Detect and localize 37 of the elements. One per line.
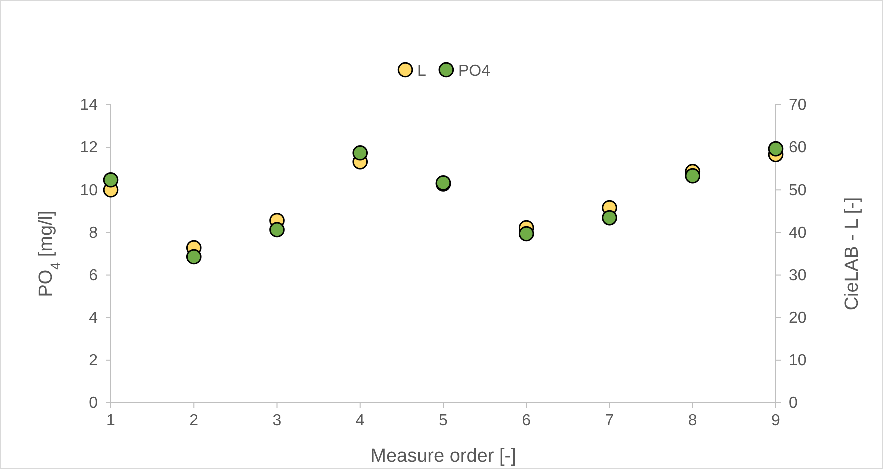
point xyxy=(270,222,285,238)
y2-tick-label: 70 xyxy=(789,97,807,114)
x-tick-label: 1 xyxy=(106,412,116,430)
x-tick-label: 2 xyxy=(190,412,199,430)
x-tick-label: 8 xyxy=(688,412,698,430)
x-tick-label: 5 xyxy=(439,412,448,430)
y-tick-label: 12 xyxy=(80,140,98,157)
y2-tick-label: 50 xyxy=(789,182,807,200)
y2-tick-label: 20 xyxy=(789,310,807,327)
y-tick-label: 10 xyxy=(80,182,98,200)
point xyxy=(685,168,701,184)
y2-tick-label: 10 xyxy=(789,352,807,370)
point xyxy=(352,145,368,161)
y-tick-label: 6 xyxy=(89,267,98,284)
legend-label: L xyxy=(418,63,427,80)
x-tick-label: 9 xyxy=(772,412,781,430)
legend-label: PO4 xyxy=(458,63,491,80)
y2-axis-title: CieLAB - L [-] xyxy=(842,197,863,311)
y-tick-label: 14 xyxy=(80,97,98,114)
x-axis-title: Measure order [-] xyxy=(370,446,516,467)
x-tick-label: 3 xyxy=(272,412,282,430)
y-tick-label: 2 xyxy=(89,352,98,370)
y-tick-label: 0 xyxy=(89,395,98,412)
x-tick-label: 6 xyxy=(522,412,532,430)
y-tick-label: 4 xyxy=(89,310,98,327)
point xyxy=(518,226,534,242)
y2-tick-label: 0 xyxy=(789,395,798,412)
point xyxy=(602,210,618,226)
y2-tick-label: 40 xyxy=(789,224,807,242)
y-tick-label: 8 xyxy=(89,224,98,242)
x-tick-label: 7 xyxy=(605,412,614,430)
x-tick-label: 4 xyxy=(356,412,365,430)
point xyxy=(768,141,784,157)
point xyxy=(103,172,119,188)
y2-tick-label: 60 xyxy=(789,140,807,157)
point xyxy=(186,249,202,265)
y2-tick-label: 30 xyxy=(789,267,807,284)
